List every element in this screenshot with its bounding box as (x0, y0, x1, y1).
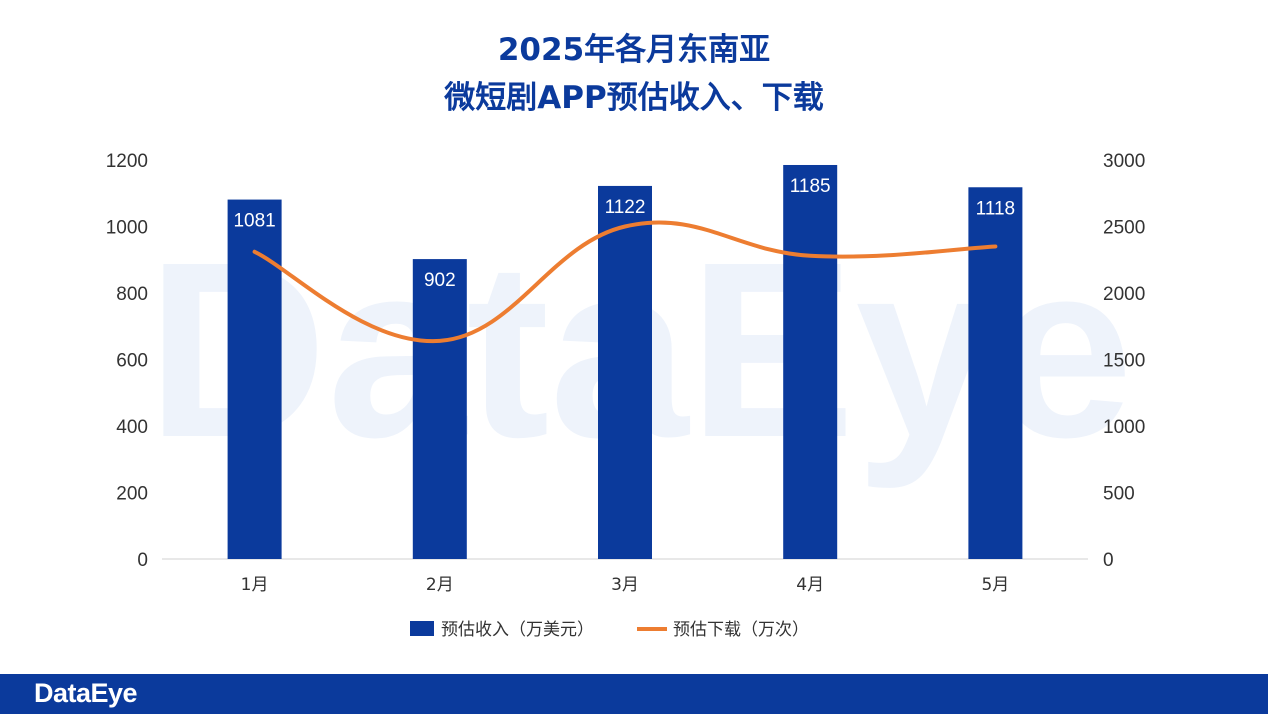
revenue-data-label: 1185 (790, 176, 831, 197)
left-axis-tick-label: 600 (116, 351, 148, 372)
right-axis-tick-label: 0 (1103, 550, 1114, 571)
revenue-data-label: 1081 (233, 211, 275, 232)
revenue-bar (968, 187, 1023, 559)
revenue-data-label: 1118 (976, 198, 1015, 219)
right-axis-tick-label: 2500 (1103, 218, 1145, 239)
chart-title-line-2: 微短剧APP预估收入、下载 (443, 80, 823, 116)
x-axis-category-label: 5月 (981, 575, 1009, 595)
revenue-bar (227, 199, 282, 559)
revenue-data-label: 902 (424, 270, 456, 291)
x-axis-category-label: 4月 (796, 575, 824, 595)
right-axis-tick-label: 3000 (1103, 151, 1145, 172)
right-axis-tick-label: 1500 (1103, 351, 1145, 372)
left-axis-tick-label: 200 (116, 484, 148, 505)
left-axis-tick-label: 1000 (106, 218, 148, 239)
legend-revenue-label: 预估收入（万美元） (441, 620, 594, 640)
left-axis-tick-label: 800 (116, 284, 148, 305)
revenue-data-label: 1122 (605, 197, 646, 218)
revenue-bar (412, 259, 467, 559)
revenue-bar (598, 185, 652, 559)
right-axis-tick-label: 500 (1103, 484, 1135, 505)
legend-downloads-label: 预估下载（万次） (673, 620, 809, 640)
chart: DataEye 2025年各月东南亚 微短剧APP预估收入、下载 0200400… (106, 32, 1146, 640)
chart-title-line-1: 2025年各月东南亚 (498, 32, 770, 68)
right-axis-tick-label: 1000 (1103, 417, 1145, 438)
left-axis-tick-label: 400 (116, 417, 148, 438)
x-axis-category-label: 1月 (241, 575, 269, 595)
right-axis-tick-label: 2000 (1103, 284, 1145, 305)
footer-logo: DataEye (34, 678, 138, 708)
left-axis-tick-label: 0 (137, 550, 148, 571)
legend-revenue-swatch (410, 621, 434, 636)
downloads-line (252, 220, 998, 343)
x-axis-category-label: 2月 (426, 575, 454, 595)
revenue-bar (783, 164, 838, 560)
left-axis-tick-label: 1200 (106, 151, 148, 172)
footer-bar: DataEye (0, 674, 1268, 714)
x-axis-category-label: 3月 (611, 575, 639, 595)
